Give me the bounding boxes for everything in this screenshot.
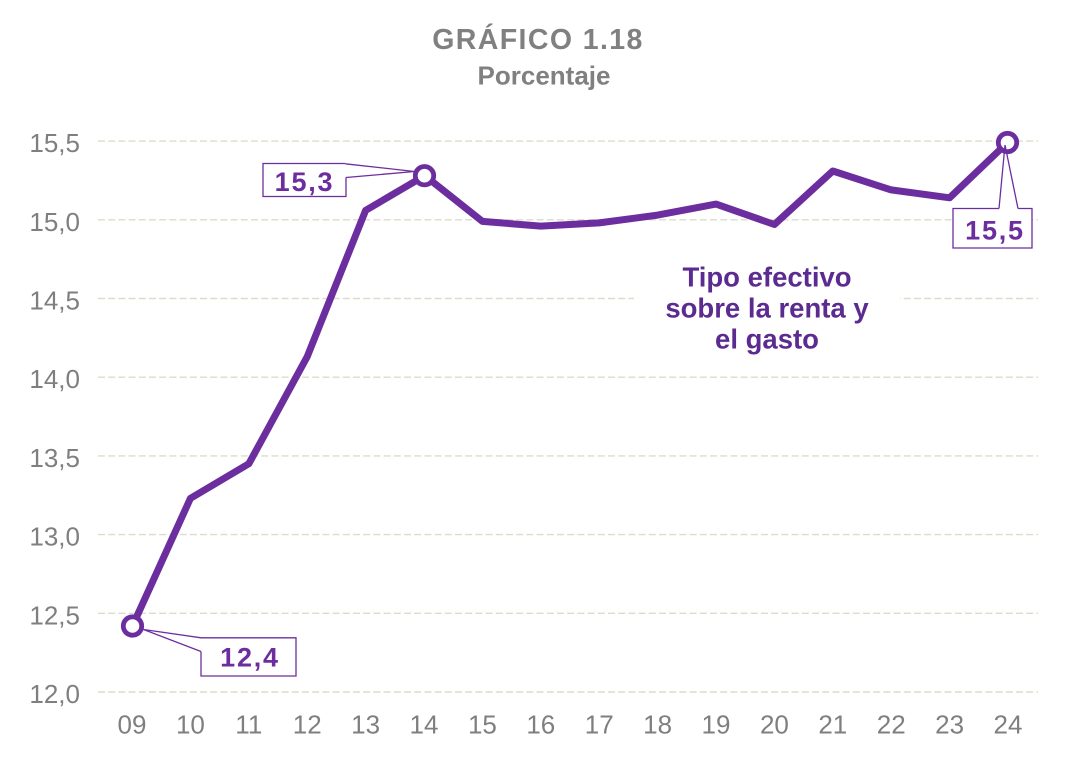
svg-text:Tipo efectivo: Tipo efectivo xyxy=(682,262,851,293)
svg-text:13: 13 xyxy=(351,710,380,740)
svg-text:12: 12 xyxy=(293,710,322,740)
svg-text:20: 20 xyxy=(760,710,789,740)
svg-text:15,3: 15,3 xyxy=(275,167,335,197)
svg-text:13,5: 13,5 xyxy=(29,443,80,473)
svg-text:21: 21 xyxy=(818,710,847,740)
svg-text:Porcentaje: Porcentaje xyxy=(478,61,611,91)
svg-text:14,5: 14,5 xyxy=(29,286,80,316)
svg-text:17: 17 xyxy=(585,710,614,740)
svg-text:18: 18 xyxy=(643,710,672,740)
svg-text:12,0: 12,0 xyxy=(29,679,80,709)
svg-text:09: 09 xyxy=(118,710,147,740)
svg-text:14: 14 xyxy=(410,710,439,740)
svg-text:24: 24 xyxy=(994,710,1023,740)
svg-text:sobre la renta y: sobre la renta y xyxy=(665,293,869,324)
svg-text:16: 16 xyxy=(526,710,555,740)
svg-text:22: 22 xyxy=(877,710,906,740)
svg-text:el gasto: el gasto xyxy=(715,324,819,355)
svg-text:GRÁFICO 1.18: GRÁFICO 1.18 xyxy=(432,24,644,56)
svg-text:15,5: 15,5 xyxy=(965,216,1025,246)
svg-text:19: 19 xyxy=(702,710,731,740)
svg-text:15,0: 15,0 xyxy=(29,207,80,237)
svg-text:12,5: 12,5 xyxy=(29,600,80,630)
svg-text:14,0: 14,0 xyxy=(29,364,80,394)
svg-text:11: 11 xyxy=(235,710,262,740)
svg-text:12,4: 12,4 xyxy=(220,643,280,673)
svg-text:15,5: 15,5 xyxy=(29,128,80,158)
svg-text:13,0: 13,0 xyxy=(29,522,80,552)
svg-text:10: 10 xyxy=(176,710,205,740)
svg-text:23: 23 xyxy=(935,710,964,740)
svg-text:15: 15 xyxy=(468,710,497,740)
